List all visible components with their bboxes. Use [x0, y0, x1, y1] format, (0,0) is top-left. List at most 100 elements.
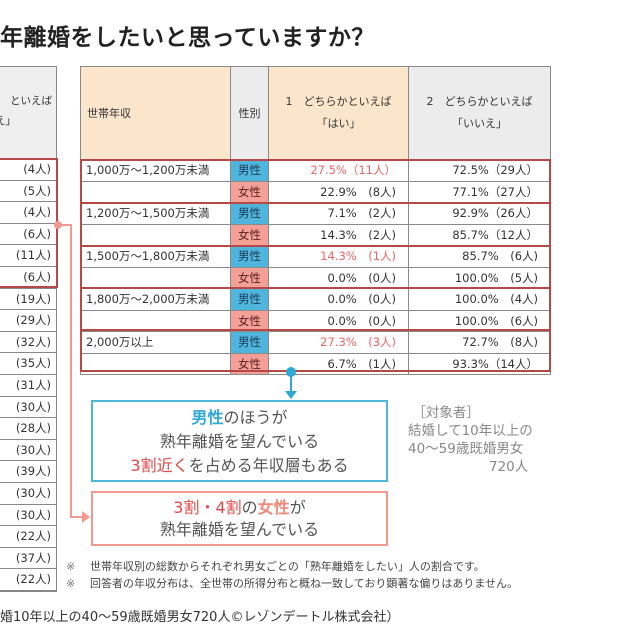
left-table-row: (31人) — [0, 374, 56, 397]
sex-cell: 女性 — [230, 266, 269, 289]
header-yes-line1: 1 どちらかといえば — [285, 95, 392, 108]
income-cell: 1,200万～1,500万未満 — [80, 202, 231, 225]
no-cell: 100.0% (4人) — [408, 288, 551, 311]
header-sex: 性別 — [230, 66, 269, 160]
target-respondents: ［対象者］ 結婚して10年以上の 40～59歳既婚男女 720人 — [408, 405, 533, 475]
left-table-row: (39人) — [0, 461, 56, 483]
left-table-row: (6人) — [0, 223, 56, 246]
callout-text: 熟年離婚を望んでいる — [159, 520, 320, 539]
yes-cell: 14.3% (2人) — [268, 223, 409, 246]
left-table-row: (11人) — [0, 245, 56, 267]
income-cell — [80, 266, 231, 289]
income-cell — [80, 180, 231, 203]
income-cell — [80, 352, 231, 375]
left-table-row: (30人) — [0, 482, 56, 505]
header-no-line1: 2 どちらかといえば — [426, 95, 533, 108]
arrow-down-icon — [285, 391, 297, 399]
callout-text: 熟年離婚を望んでいる — [159, 432, 320, 451]
footnote: ※ 世帯年収別の総数からそれぞれ男女ごとの「熟年離婚をしたい」人の割合です。 — [66, 558, 518, 575]
left-header-line1: といえば — [10, 95, 52, 107]
table-row: 1,800万～2,000万未満 男性 0.0% (0人) 100.0% (4人) — [80, 288, 551, 311]
callout-text: のほうが — [223, 408, 288, 427]
income-cell — [80, 223, 231, 246]
group-divider — [80, 202, 551, 204]
left-table-row: (19人) — [0, 288, 56, 311]
callout-emphasis: 男性 — [191, 408, 224, 427]
header-no-line2: 「いいえ」 — [452, 117, 507, 130]
no-cell: 77.1%（27人） — [408, 180, 551, 203]
sex-cell: 男性 — [230, 331, 269, 354]
no-cell: 100.0% (5人) — [408, 266, 551, 289]
sex-cell: 女性 — [230, 180, 269, 203]
sex-cell: 男性 — [230, 159, 269, 182]
callout-text: の — [241, 498, 258, 517]
left-table-row: (35人) — [0, 353, 56, 375]
header-no: 2 どちらかといえば 「いいえ」 — [408, 66, 551, 160]
note-text: 回答者の年収分布は、全世帯の所得分布と概ね一致しており顕著な偏りはありません。 — [90, 577, 519, 590]
connector-line — [70, 516, 86, 518]
sex-cell: 男性 — [230, 245, 269, 268]
left-table-row: (5人) — [0, 180, 56, 203]
callout-text: が — [289, 498, 306, 517]
group-divider — [80, 245, 551, 247]
header-income: 世帯年収 — [80, 66, 231, 160]
sex-cell: 女性 — [230, 352, 269, 375]
yes-cell: 0.0% (0人) — [268, 266, 409, 289]
table-row: 1,500万～1,800万未満 男性 14.3% (1人) 85.7% (6人) — [80, 245, 551, 268]
table-row: 1,000万～1,200万未満 男性 27.5%（11人） 72.5%（29人） — [80, 159, 551, 182]
table-row: 女性 0.0% (0人) 100.0% (6人) — [80, 309, 551, 332]
no-cell: 72.5%（29人） — [408, 159, 551, 182]
yes-cell: 27.3% (3人) — [268, 331, 409, 354]
no-cell: 100.0% (6人) — [408, 309, 551, 332]
left-table-row: (30人) — [0, 396, 56, 419]
page-title: 年離婚をしたいと思っていますか？ — [0, 25, 375, 51]
no-cell: 92.9%（26人） — [408, 202, 551, 225]
callout-emphasis: 3割近く — [130, 456, 189, 475]
no-cell: 85.7% (6人) — [408, 245, 551, 268]
connector-line — [70, 224, 72, 518]
left-partial-table: といえば え」 (4人) (5人) (4人) (6人) (11人) (6人) (19人) (2… — [0, 66, 57, 592]
arrow-right-icon — [82, 511, 90, 523]
callout-text: を占める年収層もある — [188, 456, 349, 475]
income-cell: 2,000万以上 — [80, 331, 231, 354]
note-mark: ※ — [66, 577, 76, 590]
sex-cell: 男性 — [230, 288, 269, 311]
connector-line — [60, 224, 71, 226]
yes-cell: 0.0% (0人) — [268, 288, 409, 311]
income-survey-table: 世帯年収 性別 1 どちらかといえば 「はい」 2 どちらかといえば 「いいえ」… — [80, 66, 551, 375]
left-table-row: (37人) — [0, 547, 56, 570]
income-cell: 1,000万～1,200万未満 — [80, 159, 231, 182]
no-cell: 85.7%（12人） — [408, 223, 551, 246]
left-table-row: (22人) — [0, 526, 56, 548]
table-row: 女性 0.0% (0人) 100.0% (5人) — [80, 266, 551, 289]
footnotes: ※ 世帯年収別の総数からそれぞれ男女ごとの「熟年離婚をしたい」人の割合です。 ※… — [66, 558, 518, 592]
yes-cell: 7.1% (2人) — [268, 202, 409, 225]
connector-line-blue — [290, 372, 292, 394]
yes-cell: 6.7% (1人) — [268, 352, 409, 375]
group-divider — [80, 329, 551, 331]
left-table-row: (29人) — [0, 310, 56, 332]
callout-male: 男性のほうが 熟年離婚を望んでいる 3割近くを占める年収層もある — [91, 400, 388, 482]
income-cell: 1,800万～2,000万未満 — [80, 288, 231, 311]
table-row: 2,000万以上 男性 27.3% (3人) 72.7% (8人) — [80, 331, 551, 354]
group-divider — [80, 287, 551, 289]
left-table-row: (6人) — [0, 266, 56, 289]
left-table-row: (4人) — [0, 159, 56, 181]
table-row: 1,200万～1,500万未満 男性 7.1% (2人) 92.9%（26人） — [80, 202, 551, 225]
left-table-row: (28人) — [0, 418, 56, 440]
no-cell: 72.7% (8人) — [408, 331, 551, 354]
footnote: ※ 回答者の年収分布は、全世帯の所得分布と概ね一致しており顕著な偏りはありません… — [66, 575, 518, 592]
yes-cell: 14.3% (1人) — [268, 245, 409, 268]
source-credit: 婚10年以上の40～59歳既婚男女720人©レゾンデートル株式会社） — [0, 610, 400, 625]
sex-cell: 男性 — [230, 202, 269, 225]
callout-emphasis: 3割・4割 — [173, 498, 242, 517]
income-cell: 1,500万～1,800万未満 — [80, 245, 231, 268]
left-header-line2: え」 — [0, 115, 16, 127]
income-cell — [80, 309, 231, 332]
yes-cell: 27.5%（11人） — [268, 159, 409, 182]
table-row: 女性 22.9% (8人) 77.1%（27人） — [80, 180, 551, 203]
header-yes: 1 どちらかといえば 「はい」 — [268, 66, 409, 160]
callout-female: 3割・4割の女性が 熟年離婚を望んでいる — [91, 491, 388, 546]
callout-emphasis: 女性 — [257, 498, 290, 517]
note-mark: ※ — [66, 560, 76, 573]
